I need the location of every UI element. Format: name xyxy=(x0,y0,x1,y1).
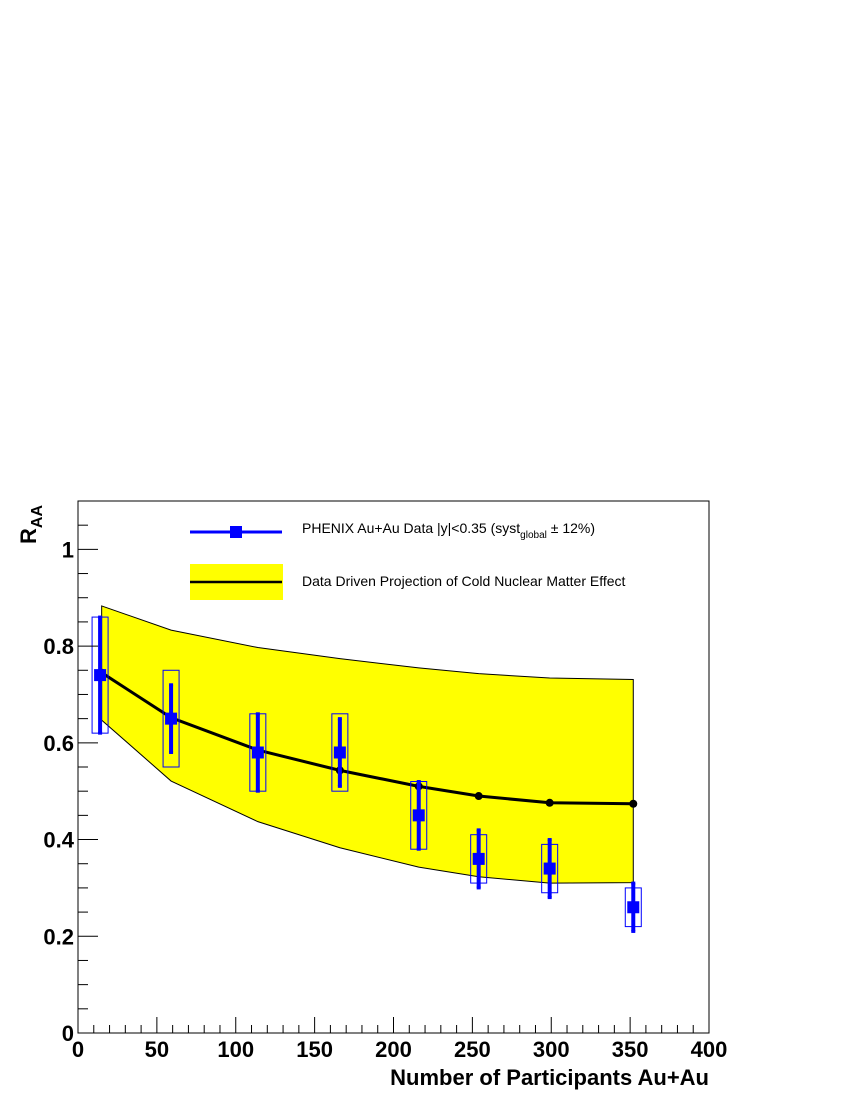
data-point-group xyxy=(624,881,642,933)
legend-label-phenix-main: PHENIX Au+Au Data |y|<0.35 (syst xyxy=(302,520,520,536)
data-point xyxy=(251,746,264,759)
y-axis-title-sub: AA xyxy=(29,505,46,529)
legend-label-phenix-suffix: ± 12%) xyxy=(547,520,595,536)
data-point xyxy=(412,809,425,822)
legend-marker-phenix-square xyxy=(230,526,242,538)
phenix-data-layer xyxy=(91,615,642,933)
projection-curve xyxy=(100,671,634,806)
y-tick-label: 0.6 xyxy=(43,731,74,756)
data-point xyxy=(472,852,485,865)
y-tick-label: 0.8 xyxy=(43,634,74,659)
axis-labels-layer: 0 50 100 150 200 250 300 350 400 0 0.2 0.4 0.6 0.8 1 xyxy=(43,537,727,1062)
x-tick-label: 250 xyxy=(454,1037,491,1062)
data-point-group xyxy=(249,712,267,793)
y-axis-title-main: R xyxy=(16,528,41,544)
data-point-group xyxy=(541,838,559,900)
data-point xyxy=(94,669,107,682)
legend-entry-phenix: PHENIX Au+Au Data |y|<0.35 (systglobal ±… xyxy=(190,520,595,541)
x-tick-label: 0 xyxy=(72,1037,84,1062)
projection-band-layer xyxy=(101,605,634,884)
data-point-group xyxy=(91,615,109,735)
y-axis-title: RAA xyxy=(16,505,46,544)
syst-error-box xyxy=(162,669,180,768)
x-tick-label: 350 xyxy=(612,1037,649,1062)
projection-point xyxy=(474,792,483,801)
data-point-group xyxy=(331,713,349,792)
projection-point xyxy=(629,799,638,808)
y-tick-label: 1 xyxy=(62,537,74,562)
syst-error-box xyxy=(331,713,349,792)
projection-point xyxy=(545,798,554,807)
x-tick-label: 200 xyxy=(375,1037,412,1062)
data-point xyxy=(165,712,178,725)
data-point-group xyxy=(162,669,180,768)
data-point xyxy=(543,862,556,875)
x-tick-label: 50 xyxy=(145,1037,169,1062)
y-tick-label: 0.4 xyxy=(43,828,74,853)
x-tick-label: 300 xyxy=(533,1037,570,1062)
axis-ticks-layer xyxy=(77,500,710,1034)
legend-label-phenix: PHENIX Au+Au Data |y|<0.35 (systglobal ±… xyxy=(302,520,595,541)
legend-entry-projection: Data Driven Projection of Cold Nuclear M… xyxy=(190,564,626,600)
y-tick-label: 0 xyxy=(62,1021,74,1046)
legend-label-phenix-sub: global xyxy=(520,530,547,541)
legend: PHENIX Au+Au Data |y|<0.35 (systglobal ±… xyxy=(190,520,626,600)
data-point xyxy=(333,746,346,759)
x-tick-label: 400 xyxy=(691,1037,728,1062)
x-tick-label: 150 xyxy=(296,1037,333,1062)
data-point-group xyxy=(470,828,488,890)
data-point xyxy=(627,901,640,914)
x-tick-label: 100 xyxy=(217,1037,254,1062)
legend-label-projection: Data Driven Projection of Cold Nuclear M… xyxy=(302,573,626,589)
data-point-group xyxy=(410,780,428,851)
y-tick-label: 0.2 xyxy=(43,924,74,949)
x-axis-title: Number of Participants Au+Au xyxy=(390,1065,709,1090)
projection-band xyxy=(101,605,634,884)
